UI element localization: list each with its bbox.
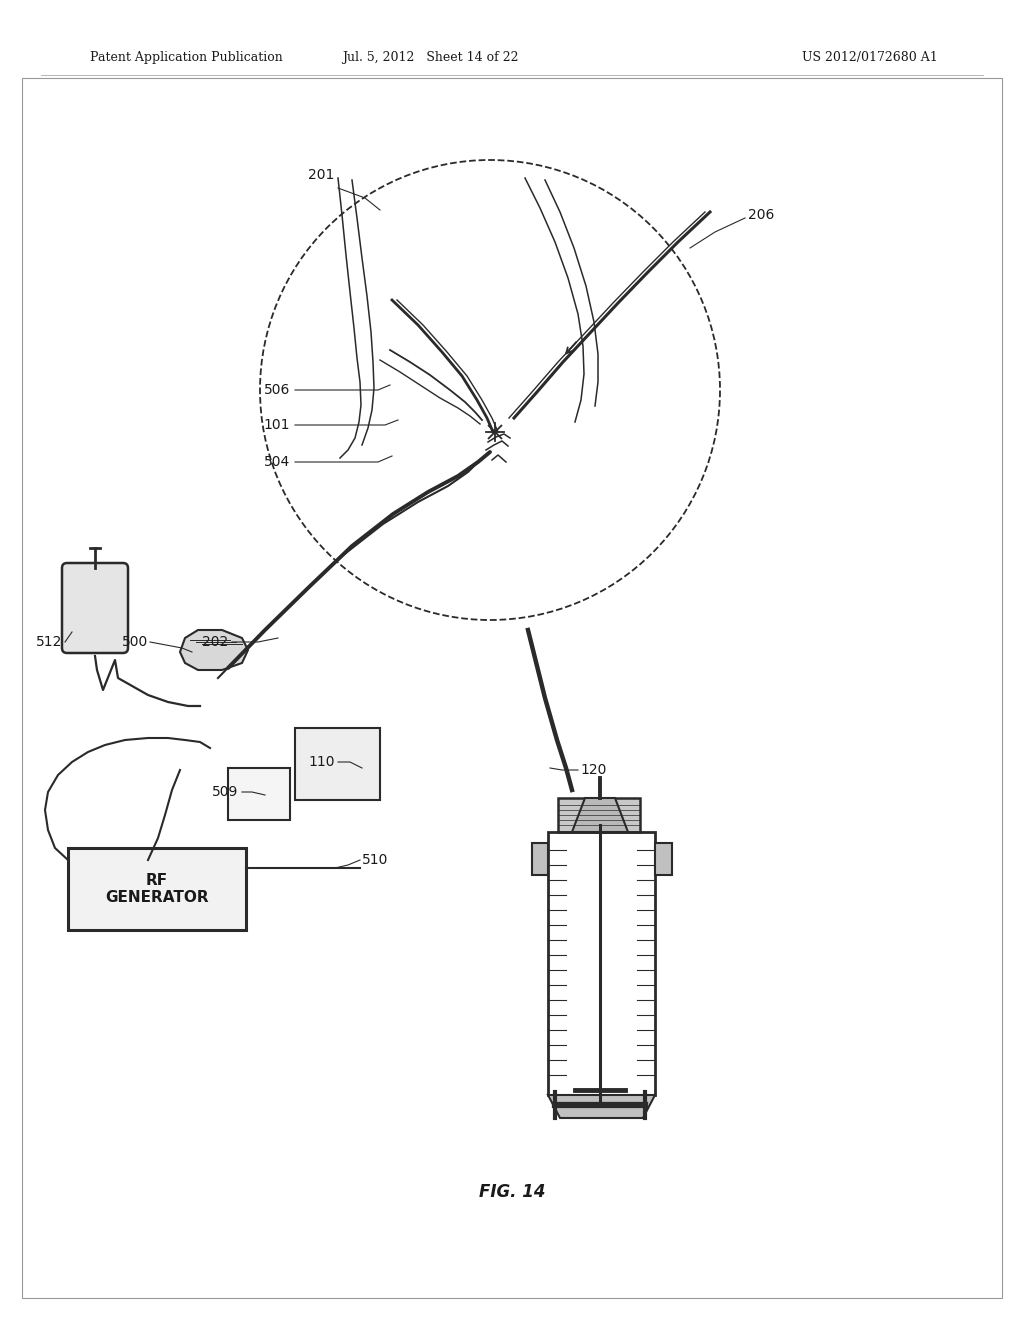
Text: 506: 506 (263, 383, 290, 397)
Text: 504: 504 (264, 455, 290, 469)
Text: 512: 512 (36, 635, 62, 649)
Text: Patent Application Publication: Patent Application Publication (90, 51, 283, 65)
FancyBboxPatch shape (295, 729, 380, 800)
Polygon shape (558, 799, 640, 832)
FancyBboxPatch shape (68, 847, 246, 931)
Polygon shape (532, 843, 548, 875)
FancyBboxPatch shape (62, 564, 128, 653)
Text: 101: 101 (263, 418, 290, 432)
Text: 206: 206 (748, 209, 774, 222)
Polygon shape (548, 1096, 655, 1118)
Text: 510: 510 (362, 853, 388, 867)
Polygon shape (572, 799, 628, 832)
Text: US 2012/0172680 A1: US 2012/0172680 A1 (802, 51, 938, 65)
Text: 110: 110 (308, 755, 335, 770)
Text: 201: 201 (308, 168, 335, 182)
Text: 120: 120 (580, 763, 606, 777)
FancyBboxPatch shape (228, 768, 290, 820)
Text: 202: 202 (202, 635, 228, 649)
Text: FIG. 14: FIG. 14 (479, 1183, 545, 1201)
Text: 509: 509 (212, 785, 238, 799)
Text: RF
GENERATOR: RF GENERATOR (105, 873, 209, 906)
Polygon shape (180, 630, 248, 671)
Polygon shape (655, 843, 672, 875)
Text: Jul. 5, 2012   Sheet 14 of 22: Jul. 5, 2012 Sheet 14 of 22 (342, 51, 518, 65)
Text: 500: 500 (122, 635, 148, 649)
